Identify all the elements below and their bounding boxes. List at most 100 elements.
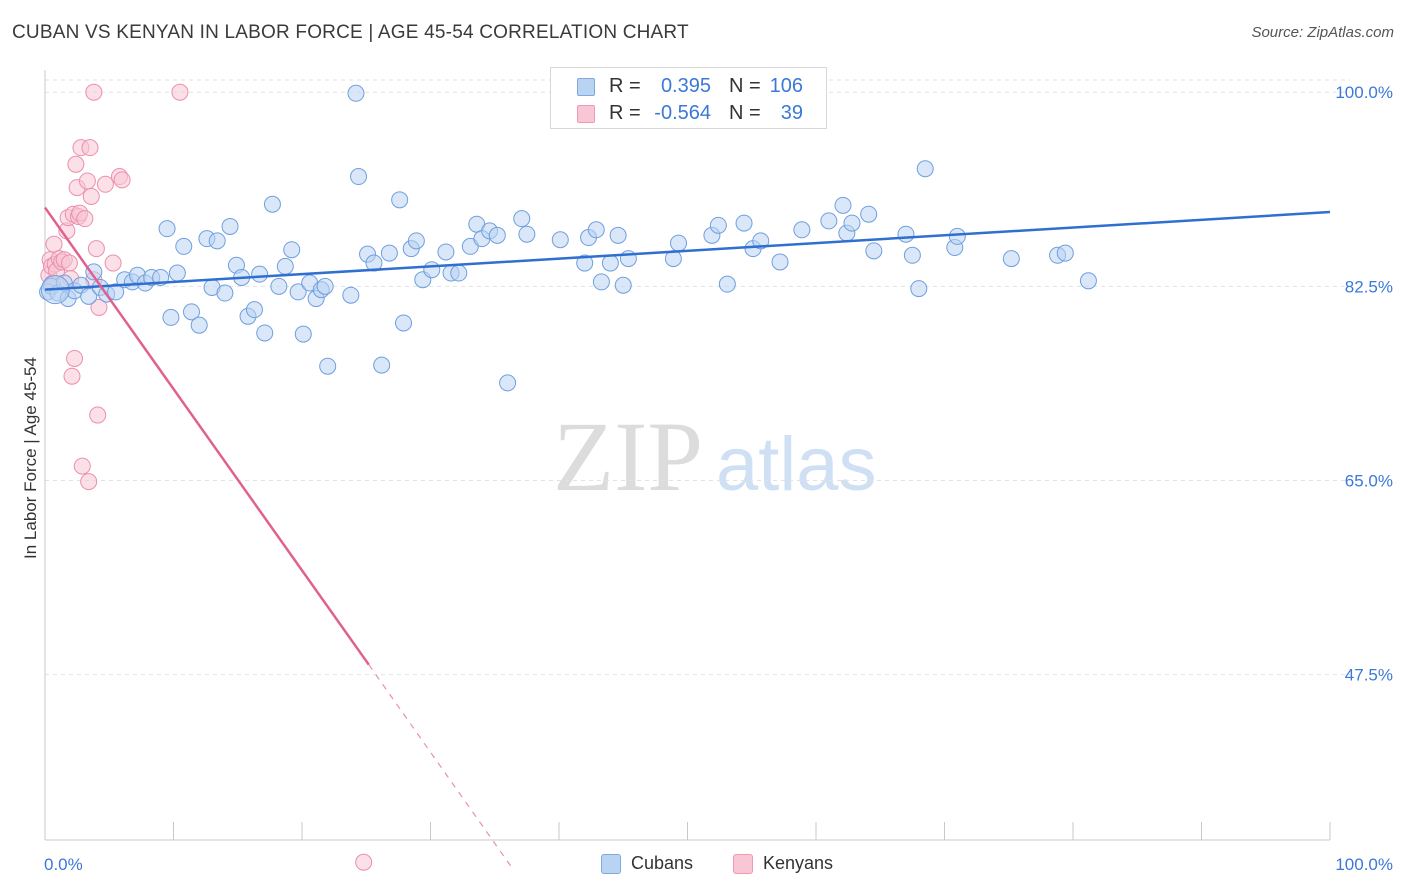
kenyans-swatch [577, 105, 595, 123]
cubans-point [609, 226, 627, 244]
cubans-point [276, 257, 294, 275]
kenyans-point [90, 298, 108, 316]
cubans-point [107, 283, 125, 301]
cubans-point [576, 254, 594, 272]
cubans-point [168, 264, 186, 282]
kenyans-point [87, 240, 105, 258]
kenyans-point [60, 254, 78, 272]
cubans-point [283, 241, 301, 259]
cubans-point [1079, 272, 1097, 290]
x-tick-label: 0.0% [44, 855, 83, 874]
cubans-point [834, 196, 852, 214]
cubans-trend-line [44, 210, 1331, 291]
kenyans-point [67, 155, 85, 173]
kenyans-point [78, 172, 96, 190]
cubans-point [380, 244, 398, 262]
cubans-point [1056, 244, 1074, 262]
legend-label-kenyans: Kenyans [763, 853, 834, 873]
gridlines [45, 79, 1350, 676]
kenyans-points [40, 83, 373, 871]
cubans-point [513, 210, 531, 228]
cubans-point [897, 225, 915, 243]
y-tick-label: 100.0% [1335, 83, 1393, 102]
r-value-kenyans: -0.564 [654, 102, 711, 124]
kenyans-point [89, 406, 107, 424]
cubans-point [395, 314, 413, 332]
y-tick-label: 82.5% [1345, 277, 1393, 296]
legend-row-cubans: R = 0.395 N = 106 [551, 74, 826, 100]
source-label: Source: ZipAtlas.com [1251, 24, 1394, 41]
cubans-point [350, 168, 368, 186]
cubans-point [614, 276, 632, 294]
kenyans-trend-extension [368, 664, 514, 870]
cubans-point [1002, 250, 1020, 268]
y-tick-label: 47.5% [1345, 666, 1393, 685]
cubans-point [407, 232, 425, 250]
cubans-point [865, 242, 883, 260]
cubans-point [718, 275, 736, 293]
cubans-point [270, 277, 288, 295]
cubans-point [916, 160, 934, 178]
kenyans-point [76, 210, 94, 228]
cubans-point [771, 253, 789, 271]
r-label: R = [609, 102, 641, 124]
cubans-point [437, 243, 455, 261]
cubans-point [592, 273, 610, 291]
y-tick-label: 65.0% [1345, 472, 1393, 491]
cubans-swatch [601, 854, 621, 874]
kenyans-point [73, 457, 91, 475]
cubans-point [162, 308, 180, 326]
cubans-points [39, 84, 1097, 392]
cubans-point [518, 225, 536, 243]
cubans-point [601, 254, 619, 272]
tick-labels: 100.0% 82.5% 65.0% 47.5% 0.0% 100.0% [44, 83, 1393, 874]
cubans-point [910, 280, 928, 298]
r-label: R = [609, 75, 641, 97]
kenyans-point [104, 254, 122, 272]
cubans-point [793, 221, 811, 239]
cubans-point [80, 287, 98, 305]
kenyans-point [85, 83, 103, 101]
cubans-point [587, 221, 605, 239]
correlation-legend: R = 0.395 N = 106 R = -0.564 N = 39 [550, 67, 827, 129]
cubans-point [373, 356, 391, 374]
cubans-point [735, 214, 753, 232]
axes [44, 70, 1331, 841]
cubans-point [182, 303, 200, 321]
cubans-point [190, 316, 208, 334]
kenyans-point [80, 473, 98, 491]
kenyans-point [355, 853, 373, 871]
trend-lines [43, 206, 1331, 870]
kenyans-point [45, 235, 63, 253]
r-value-cubans: 0.395 [660, 75, 711, 97]
cubans-point [843, 214, 861, 232]
cubans-point [221, 217, 239, 235]
cubans-point [365, 254, 383, 272]
kenyans-point [66, 349, 84, 367]
cubans-point [670, 234, 688, 252]
cubans-point [450, 264, 468, 282]
cubans-point [263, 195, 281, 213]
cubans-point [245, 301, 263, 319]
cubans-point [391, 191, 409, 209]
cubans-point [251, 265, 269, 283]
cubans-point [158, 220, 176, 238]
cubans-point [903, 246, 921, 264]
cubans-point [342, 286, 360, 304]
kenyans-point [81, 139, 99, 157]
chart-title: CUBAN VS KENYAN IN LABOR FORCE | AGE 45-… [12, 22, 689, 43]
cubans-point [551, 231, 569, 249]
cubans-point [709, 216, 727, 234]
kenyans-point [113, 171, 131, 189]
cubans-point [316, 277, 334, 295]
cubans-swatch [577, 78, 595, 96]
cubans-point [423, 261, 441, 279]
cubans-point [752, 232, 770, 250]
kenyans-point [96, 175, 114, 193]
cubans-point [860, 205, 878, 223]
n-value-kenyans: 39 [780, 102, 803, 124]
y-axis-label: In Labor Force | Age 45-54 [21, 357, 40, 559]
n-label: N = [729, 102, 761, 124]
cubans-point [208, 232, 226, 250]
